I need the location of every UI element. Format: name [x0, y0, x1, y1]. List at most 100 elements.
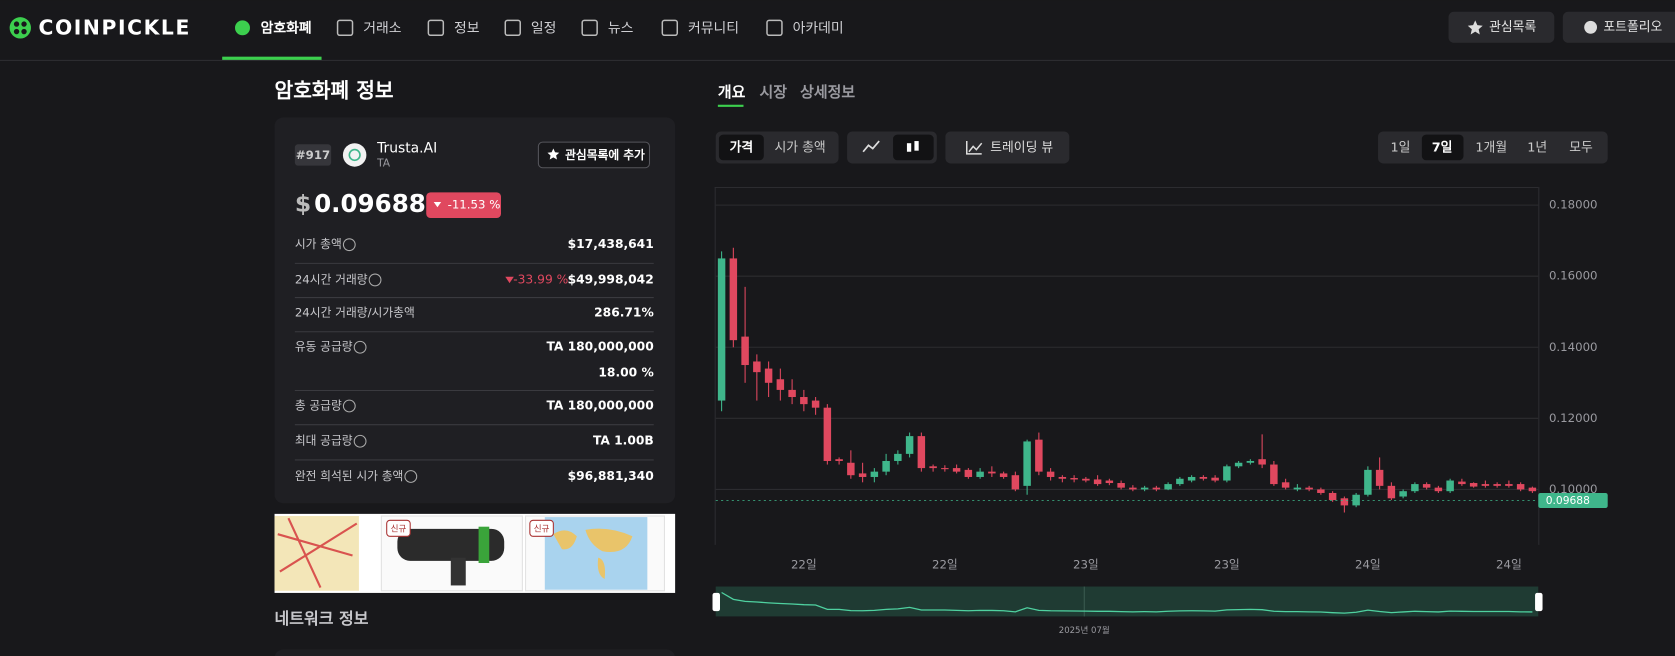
candle-body	[1117, 483, 1125, 488]
candle-body	[776, 379, 785, 390]
nav-icon	[336, 19, 354, 37]
candle-body	[1070, 478, 1078, 480]
nav-icon	[504, 19, 521, 37]
logo-icon	[9, 17, 31, 39]
nav-icon	[581, 19, 598, 37]
row-label: 24시간 거래량	[295, 272, 368, 286]
info-icon[interactable]	[353, 434, 367, 448]
candle-body	[1317, 489, 1325, 493]
candle-body	[1446, 480, 1454, 492]
range-option[interactable]: 1개월	[1475, 141, 1507, 156]
nav-icon	[766, 19, 783, 37]
x-tick-label: 24일	[1496, 558, 1522, 572]
candle-body	[847, 462, 855, 476]
tab[interactable]: 시장	[760, 83, 788, 101]
logo-text: COINPICKLE	[38, 15, 190, 39]
tab[interactable]: 상세정보	[800, 83, 855, 101]
candle-body	[1293, 487, 1302, 490]
price-chart: 2025년 07월 0.10000 0.12000 0.14000 0.16000 0.…	[712, 186, 1608, 636]
info-icon[interactable]	[368, 273, 382, 287]
row-value: TA 1.00B	[593, 434, 654, 448]
candle-body	[1023, 441, 1031, 486]
row-label: 24시간 거래량/시가총액	[295, 306, 415, 320]
candle-body	[882, 460, 890, 472]
change-badge	[426, 192, 502, 218]
nav-item[interactable]: 거래소	[336, 19, 402, 37]
line-icon[interactable]	[862, 140, 880, 153]
button-bg	[1448, 11, 1555, 43]
ad-badge	[529, 519, 554, 537]
nav-item[interactable]: 뉴스	[581, 19, 634, 37]
info-rows: 시가 총액 $17,438,641 24시간 거래량 $49,998,042-33.9…	[294, 237, 654, 483]
row-value: $17,438,641	[568, 237, 654, 251]
row-label: 유동 공급량	[295, 340, 353, 354]
ad-continents	[553, 528, 633, 580]
range-option[interactable]: 모두	[1569, 141, 1593, 156]
range-active	[1421, 134, 1464, 161]
candle-body	[1105, 480, 1114, 484]
candle-body	[1046, 471, 1055, 477]
candle-icon[interactable]	[906, 141, 919, 152]
candle-body	[1187, 476, 1196, 481]
candle-body	[1364, 469, 1372, 495]
ad-telescope-mount	[450, 557, 466, 586]
add-watchlist-button[interactable]: 관심목록에 추가	[537, 141, 651, 169]
info-icon[interactable]	[342, 399, 356, 413]
icon-part	[914, 141, 919, 151]
row-label: 시가 총액	[295, 237, 342, 251]
tab[interactable]: 개요	[718, 83, 746, 101]
range-option[interactable]: 7일	[1432, 141, 1453, 156]
pie-icon	[1584, 20, 1598, 34]
network-panel	[274, 649, 675, 656]
logo-dot	[13, 21, 20, 27]
candle-body	[1035, 439, 1043, 472]
down-triangle	[505, 276, 514, 284]
navigator-handle[interactable]	[1535, 592, 1543, 612]
candle-body	[952, 468, 961, 472]
info-icon[interactable]	[404, 470, 418, 483]
info-icon[interactable]	[342, 238, 356, 252]
x-tick-label: 24일	[1355, 558, 1381, 572]
mode-option[interactable]: 시가 총액	[775, 141, 826, 156]
candle-body	[1493, 484, 1501, 486]
nav-item[interactable]: 정보	[427, 19, 480, 36]
mode-option[interactable]: 가격	[730, 141, 754, 156]
candle-body	[1340, 498, 1349, 506]
candle-body	[1281, 482, 1290, 488]
candle-body	[1481, 484, 1490, 486]
trading-icon	[966, 141, 983, 155]
info-icon[interactable]	[353, 340, 367, 354]
candle-body	[1058, 476, 1067, 479]
y-tick-label: 0.18000	[1549, 198, 1598, 212]
star-icon	[1467, 20, 1483, 35]
nav-item[interactable]: 암호화폐	[235, 19, 312, 36]
candle-body	[1411, 484, 1419, 492]
last-price-tag	[1538, 493, 1608, 508]
logo[interactable]: COINPICKLE	[9, 15, 191, 39]
row-label: 최대 공급량	[295, 434, 353, 448]
chart-type-active	[893, 134, 934, 161]
navigator-handle[interactable]	[712, 592, 720, 612]
nav-item[interactable]: 커뮤니티	[661, 19, 739, 36]
nav-item[interactable]: 아카데미	[766, 19, 844, 37]
trading-view-button[interactable]: 트레이딩 뷰	[945, 131, 1070, 164]
candle-body	[741, 336, 749, 366]
nav-label: 암호화폐	[261, 19, 312, 36]
candle-body	[964, 469, 973, 477]
portfolio-button[interactable]: 포트폴리오	[1562, 11, 1675, 43]
rank-badge	[294, 144, 332, 166]
candle-body	[1234, 462, 1243, 467]
range-option[interactable]: 1일	[1391, 141, 1411, 156]
ad-telescope	[397, 528, 505, 561]
ad-map-roads	[277, 517, 358, 589]
watchlist-button[interactable]: 관심목록	[1448, 11, 1555, 43]
nav-icon	[235, 20, 250, 36]
candle-body	[1093, 479, 1102, 485]
candle-body	[1258, 459, 1266, 465]
nav-active-underline	[222, 56, 322, 60]
coin-symbol: TA	[376, 156, 391, 169]
nav-item[interactable]: 일정	[504, 19, 556, 37]
candle-body	[1223, 466, 1231, 481]
range-option[interactable]: 1년	[1527, 141, 1547, 156]
section-title: 암호화폐 정보	[275, 78, 394, 102]
